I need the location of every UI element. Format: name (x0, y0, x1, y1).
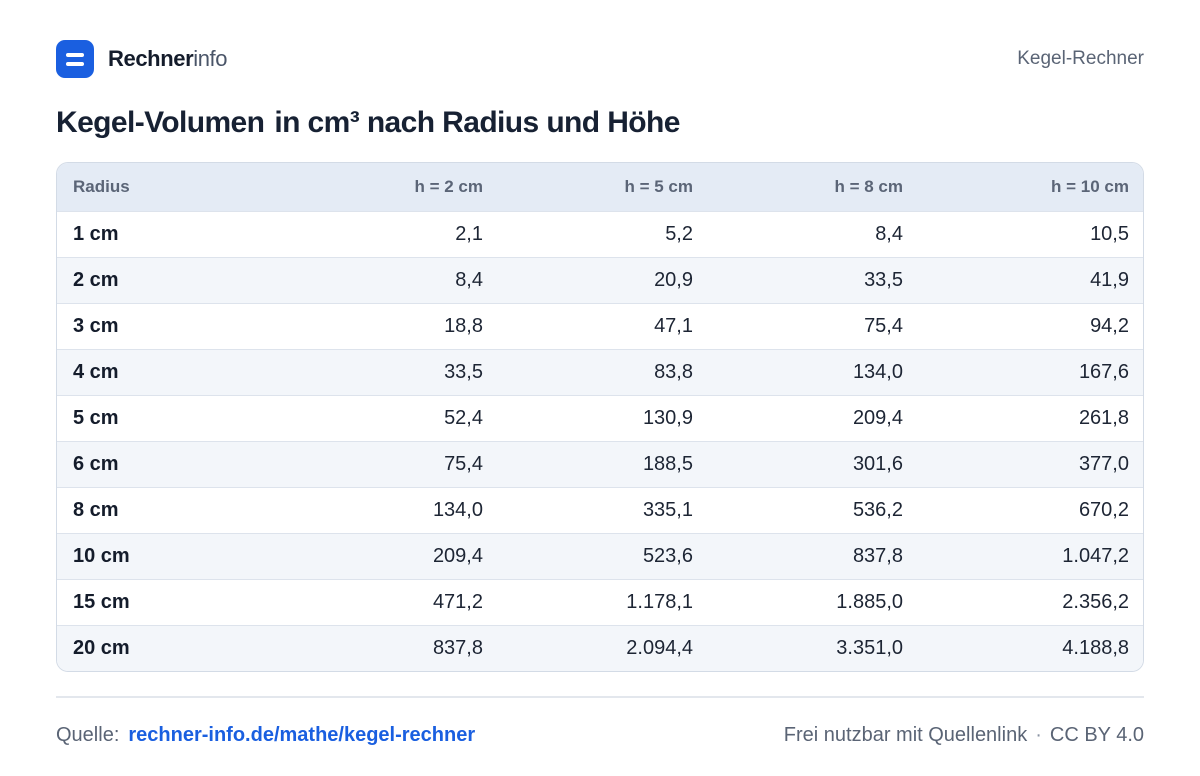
row-radius-cell: 8 cm (73, 498, 119, 521)
source-link[interactable]: rechner-info.de/mathe/kegel-rechner (128, 723, 476, 746)
row-radius-cell: 15 cm (73, 590, 130, 613)
table-row: 10 cm 209,4 523,6 837,8 1.047,2 (57, 533, 1143, 579)
row-radius-cell: 2 cm (73, 268, 119, 291)
column-header-height: h = 2 cm (414, 176, 483, 196)
title-sub: in cm³ nach Radius und Höhe (274, 106, 680, 139)
page-label: Kegel-Rechner (1017, 48, 1144, 69)
volume-cell: 837,8 (852, 544, 903, 567)
row-radius-cell: 5 cm (73, 406, 119, 429)
table-row: 2 cm 8,4 20,9 33,5 41,9 (57, 257, 1143, 303)
column-header-height: h = 5 cm (624, 176, 693, 196)
volume-cell: 2.094,4 (626, 636, 693, 659)
row-radius-cell: 6 cm (73, 452, 119, 475)
table-row: 6 cm 75,4 188,5 301,6 377,0 (57, 441, 1143, 487)
volume-cell: 8,4 (455, 268, 483, 291)
title-main: Kegel-Volumen (56, 106, 265, 139)
logo-icon (56, 40, 94, 78)
table-row: 20 cm 837,8 2.094,4 3.351,0 4.188,8 (57, 625, 1143, 671)
volume-cell: 20,9 (654, 268, 693, 291)
license-name: CC BY 4.0 (1049, 723, 1144, 746)
brand-name-bold: Rechner (108, 46, 194, 71)
volume-cell: 188,5 (642, 452, 693, 475)
row-radius-cell: 3 cm (73, 314, 119, 337)
volume-cell: 4.188,8 (1062, 636, 1129, 659)
column-header-height: h = 10 cm (1051, 176, 1129, 196)
table-header-row: Radius h = 2 cm h = 5 cm h = 8 cm h = 10 cm (57, 163, 1143, 211)
footer-divider (56, 696, 1144, 698)
volume-cell: 41,9 (1090, 268, 1129, 291)
volume-cell: 837,8 (432, 636, 483, 659)
volume-cell: 2.356,2 (1062, 590, 1129, 613)
table-row: 1 cm 2,1 5,2 8,4 10,5 (57, 211, 1143, 257)
table-row: 8 cm 134,0 335,1 536,2 670,2 (57, 487, 1143, 533)
volume-cell: 209,4 (852, 406, 903, 429)
volume-cell: 536,2 (852, 498, 903, 521)
volume-cell: 1.178,1 (626, 590, 693, 613)
volume-cell: 18,8 (444, 314, 483, 337)
column-header-radius: Radius (73, 176, 130, 196)
volume-table: Radius h = 2 cm h = 5 cm h = 8 cm h = 10 cm … (56, 162, 1144, 672)
volume-cell: 47,1 (654, 314, 693, 337)
volume-cell: 33,5 (444, 360, 483, 383)
volume-cell: 8,4 (875, 222, 903, 245)
source-label: Quelle: (56, 723, 120, 746)
volume-cell: 301,6 (852, 452, 903, 475)
table-body: 1 cm 2,1 5,2 8,4 10,5 2 cm 8,4 20,9 33,5 41,9 3 cm… (57, 211, 1143, 671)
page-footer: Quelle: rechner-info.de/mathe/kegel-rechn… (56, 720, 1144, 750)
page-header: Rechnerinfo Kegel-Rechner (56, 40, 1144, 78)
row-radius-cell: 20 cm (73, 636, 130, 659)
row-radius-cell: 10 cm (73, 544, 130, 567)
brand-name: Rechnerinfo (108, 46, 228, 72)
volume-cell: 167,6 (1078, 360, 1129, 383)
volume-cell: 5,2 (665, 222, 693, 245)
volume-cell: 75,4 (864, 314, 903, 337)
volume-cell: 377,0 (1078, 452, 1129, 475)
brand-logo[interactable]: Rechnerinfo (56, 40, 228, 78)
volume-cell: 134,0 (432, 498, 483, 521)
brand-name-light: info (193, 46, 228, 71)
volume-cell: 261,8 (1078, 406, 1129, 429)
volume-cell: 75,4 (444, 452, 483, 475)
volume-cell: 335,1 (642, 498, 693, 521)
volume-cell: 209,4 (432, 544, 483, 567)
page-title: Kegel-Volumen in cm³ nach Radius und Höhe (56, 106, 680, 140)
table-row: 5 cm 52,4 130,9 209,4 261,8 (57, 395, 1143, 441)
source: Quelle: rechner-info.de/mathe/kegel-rechn… (56, 724, 475, 747)
table-row: 15 cm 471,2 1.178,1 1.885,0 2.356,2 (57, 579, 1143, 625)
license-info: Frei nutzbar mit Quellenlink · CC BY 4.0 (784, 724, 1144, 747)
volume-cell: 3.351,0 (836, 636, 903, 659)
column-header-height: h = 8 cm (834, 176, 903, 196)
license-separator: · (1035, 723, 1042, 746)
volume-cell: 2,1 (455, 222, 483, 245)
table-row: 3 cm 18,8 47,1 75,4 94,2 (57, 303, 1143, 349)
volume-cell: 523,6 (642, 544, 693, 567)
volume-cell: 33,5 (864, 268, 903, 291)
volume-cell: 471,2 (432, 590, 483, 613)
volume-cell: 1.047,2 (1062, 544, 1129, 567)
license-text: Frei nutzbar mit Quellenlink (783, 723, 1028, 746)
volume-cell: 83,8 (654, 360, 693, 383)
row-radius-cell: 1 cm (73, 222, 119, 245)
volume-cell: 134,0 (852, 360, 903, 383)
volume-cell: 670,2 (1078, 498, 1129, 521)
volume-cell: 1.885,0 (836, 590, 903, 613)
row-radius-cell: 4 cm (73, 360, 119, 383)
volume-cell: 94,2 (1090, 314, 1129, 337)
volume-cell: 10,5 (1090, 222, 1129, 245)
volume-cell: 52,4 (444, 406, 483, 429)
table-row: 4 cm 33,5 83,8 134,0 167,6 (57, 349, 1143, 395)
volume-cell: 130,9 (642, 406, 693, 429)
